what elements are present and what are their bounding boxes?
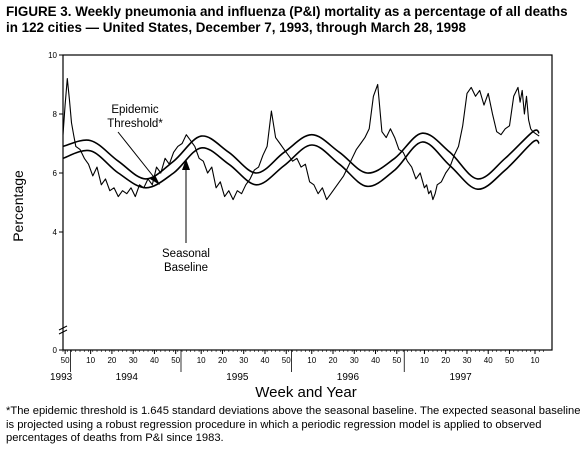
footnote: *The epidemic threshold is 1.645 standar… <box>6 405 584 446</box>
x-tick-label: 40 <box>484 356 493 365</box>
x-tick-label: 40 <box>261 356 270 365</box>
x-tick-label: 50 <box>505 356 514 365</box>
y-axis-label: Percentage <box>10 170 26 242</box>
annotation-line: Baseline <box>164 262 208 274</box>
x-tick-label: 20 <box>107 356 116 365</box>
annotation-line: Seasonal <box>162 248 210 260</box>
observed-mortality-line <box>62 78 540 201</box>
y-tick-label: 4 <box>53 228 58 237</box>
chart: 0 4 6 8 10 50 10 20 30 40 50 10 20 30 40 50 10 20 30 40 50 1… <box>10 51 553 400</box>
x-tick-label: 10 <box>197 356 206 365</box>
seasonal-baseline-line <box>62 139 540 190</box>
plot-border <box>62 54 553 351</box>
y-tick-label: 8 <box>53 110 58 119</box>
annotations: Epidemic Threshold* Seasonal Baseline <box>107 104 210 274</box>
figure-title: FIGURE 3. Weekly pneumonia and influenza… <box>6 4 568 35</box>
x-tick-label: 30 <box>239 356 248 365</box>
epidemic-threshold-line <box>62 129 540 180</box>
x-tick-label: 10 <box>86 356 95 365</box>
x-year-label: 1996 <box>337 372 360 383</box>
x-tick-label: 20 <box>329 356 338 365</box>
x-year-label: 1997 <box>449 372 472 383</box>
x-year-label: 1994 <box>116 372 139 383</box>
x-year-label: 1993 <box>50 372 73 383</box>
x-tick-label: 30 <box>129 356 138 365</box>
x-tick-label: 40 <box>371 356 380 365</box>
series-group <box>62 78 540 201</box>
y-tick-label: 10 <box>48 51 57 60</box>
x-axis: 50 10 20 30 40 50 10 20 30 40 50 10 20 30 40 50 10 20 30 40… <box>50 350 544 383</box>
annotation-seasonal-baseline: Seasonal Baseline <box>162 248 210 274</box>
annotation-line: Epidemic <box>111 104 159 116</box>
y-tick-label: 0 <box>53 346 58 355</box>
annotation-epidemic-threshold: Epidemic Threshold* <box>107 104 163 130</box>
annotation-arrowhead <box>182 159 190 170</box>
x-tick-label: 50 <box>282 356 291 365</box>
x-tick-label: 50 <box>61 356 70 365</box>
x-tick-label: 20 <box>218 356 227 365</box>
annotation-line: Threshold* <box>107 118 163 130</box>
x-tick-label: 50 <box>171 356 180 365</box>
x-axis-label: Week and Year <box>255 384 356 400</box>
x-tick-label: 10 <box>420 356 429 365</box>
x-tick-label: 30 <box>350 356 359 365</box>
annotation-arrowhead <box>150 175 160 185</box>
x-tick-label: 20 <box>441 356 450 365</box>
x-tick-label: 10 <box>531 356 540 365</box>
axis-break-mark <box>58 325 68 331</box>
axis-break-mark <box>58 329 68 335</box>
x-tick-label: 10 <box>307 356 316 365</box>
plot-frame <box>58 54 553 351</box>
y-tick-label: 6 <box>53 169 58 178</box>
x-tick-label: 30 <box>463 356 472 365</box>
x-tick-label: 50 <box>392 356 401 365</box>
x-tick-label: 40 <box>150 356 159 365</box>
footnote-text: *The epidemic threshold is 1.645 standar… <box>6 405 581 444</box>
annotation-leader-line <box>117 131 158 182</box>
y-axis: 0 4 6 8 10 <box>48 51 63 355</box>
x-year-label: 1995 <box>226 372 249 383</box>
